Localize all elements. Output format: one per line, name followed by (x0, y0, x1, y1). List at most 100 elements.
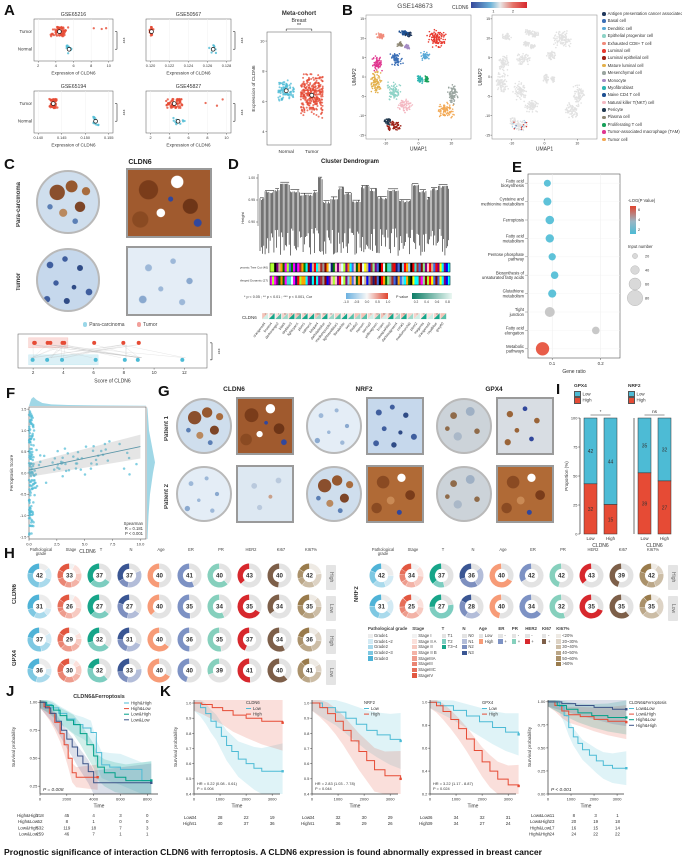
svg-text:Proportion (%): Proportion (%) (564, 461, 569, 491)
clinical-donut: 42 (297, 563, 322, 587)
svg-text:skyblue3: skyblue3 (281, 322, 293, 335)
svg-text:Meta-cohort: Meta-cohort (282, 11, 316, 17)
clinical-header: Age (499, 547, 507, 552)
cell-type-legend-item: Tumor cell (602, 136, 682, 143)
clinical-donut: 31 (369, 594, 394, 618)
svg-text:**: ** (403, 313, 406, 317)
svg-text:6: 6 (638, 208, 640, 212)
cldn6-score-plot: 2 4 6 8 10 12 Score of CLDN6 *** (10, 330, 224, 389)
ihc-tumor-overview-image (36, 248, 100, 312)
clinical-donut: 42 (369, 563, 394, 587)
svg-text:0.00: 0.00 (538, 791, 547, 796)
svg-text:Ferroptosis Score: Ferroptosis Score (9, 454, 14, 491)
clinical-header: ER (530, 547, 536, 552)
clinical-legend-Stage: Stage Stage I Stage II A Stage II Stage II B… (412, 626, 437, 678)
svg-text:GSE65216: GSE65216 (61, 12, 86, 18)
svg-text:Survival probability: Survival probability (527, 726, 533, 767)
svg-text:ns: ns (652, 410, 658, 415)
svg-text:40: 40 (276, 572, 283, 579)
svg-text:Fatty acid: Fatty acid (506, 326, 525, 331)
svg-text:High&High: High&High (529, 832, 551, 837)
scatter-svg: 0.0 2.5 5.0 7.5 10.0 1.5 1.0 0.5 0.0 -0.5 -1.0 -1.5… (9, 397, 155, 555)
cell-type-legend-item: Mesenchymal cell (602, 69, 682, 76)
clinical-header: KI67% (646, 547, 660, 552)
svg-text:0: 0 (429, 797, 432, 802)
strip-plot: GSE50567 0.120 0.122 0.124 0.126 0.128 Express… (145, 12, 243, 76)
color-bands-svg: Dynamic Tree Cut (40) Merged Dynamic (27) (238, 262, 451, 286)
svg-text:*: * (291, 313, 293, 317)
svg-text:6000: 6000 (116, 797, 126, 802)
donut-row-CLDN6-High: 42 33 37 37 40 41 40 43 40 42 High (26, 562, 336, 593)
svg-text:46: 46 (64, 832, 69, 837)
svg-text:3000: 3000 (613, 797, 623, 802)
svg-text:0: 0 (146, 819, 149, 824)
clinical-donut: 35 (639, 594, 664, 618)
cell-type-legend-item: Dendritic cell (602, 25, 682, 32)
ihc-p2-nrf2-overview-image (306, 466, 362, 522)
svg-text:salmon4: salmon4 (301, 322, 312, 335)
geo-strip-plot-gse50567: GSE50567 0.120 0.122 0.124 0.126 0.128 Express… (132, 10, 244, 81)
risk-table-svg: Low 36 34 32 31 High 39 34 27 24 (419, 815, 511, 826)
svg-text:37: 37 (126, 572, 133, 579)
cell-type-color-dot (602, 41, 606, 46)
svg-text:60: 60 (645, 283, 649, 287)
clinical-donut: 40 (207, 563, 232, 587)
svg-text:plum1: plum1 (297, 322, 306, 332)
cell-type-color-dot (602, 19, 606, 24)
svg-text:37: 37 (96, 572, 103, 579)
pathway-dot-plot: Fatty acid biosynthesis Cysteine and methio… (456, 166, 682, 389)
triangle-row-svg: CLDN6*orangered4***brown4*darkorange2**b… (242, 313, 447, 343)
svg-text:15: 15 (486, 17, 490, 21)
svg-text:27: 27 (126, 603, 133, 610)
svg-text:Low&Low: Low&Low (531, 813, 551, 818)
svg-text:0.140: 0.140 (33, 136, 43, 140)
clinical-donut: 25 (399, 594, 424, 618)
gene-row-gpx4-label: GPX4 (12, 650, 18, 667)
svg-text:-0.5: -0.5 (354, 300, 360, 304)
svg-text:*: * (265, 313, 267, 317)
svg-text:26: 26 (66, 603, 73, 610)
clinical-donut: 36 (177, 627, 202, 651)
svg-text:40: 40 (156, 667, 163, 674)
svg-text:P = 0.024: P = 0.024 (433, 786, 451, 791)
svg-text:*: * (370, 313, 372, 317)
nrf2-bar-legend: NRF2 Low High (628, 384, 646, 404)
km-svg: 1.0 0.9 0.8 0.7 0.6 0.5 0.40 1000 2000 3000 Time NR… (304, 700, 402, 810)
donut-row-CLDN6-Low: 31 26 27 27 40 35 34 35 34 35 Low (26, 593, 336, 624)
svg-text:Tumor: Tumor (305, 149, 319, 155)
svg-text:**: ** (304, 313, 307, 317)
clinical-donut: 33 (57, 563, 82, 587)
svg-text:34: 34 (454, 821, 459, 826)
svg-text:43: 43 (246, 572, 253, 579)
panel-label-b: B (342, 2, 353, 19)
svg-text:0.6: 0.6 (422, 746, 428, 751)
svg-text:**: ** (297, 23, 302, 29)
svg-text:High: High (371, 712, 380, 717)
svg-text:4: 4 (262, 129, 265, 134)
svg-text:40: 40 (498, 572, 505, 579)
risk-table-svg: Low&Low 11 8 3 1 Low&High 23 20 19 18 High&Low 17 16… (529, 813, 620, 837)
svg-text:37: 37 (36, 636, 43, 643)
km-plot-gpx4: 1.0 0.8 0.6 0.4 0.2 0 1000 2000 3000 Time GPX4 Low H… (408, 692, 520, 815)
km-plot-cldn6: 1.0 0.9 0.8 0.7 0.6 0.5 0.4 0 1000 2000 3000 Time Su… (172, 692, 284, 815)
clinical-donut: 42 (519, 563, 544, 587)
clinical-legend-PR: PR - + (511, 626, 521, 644)
svg-text:6: 6 (72, 64, 74, 68)
svg-text:35: 35 (642, 443, 648, 449)
ihc-para-carcinoma-zoom-image (126, 168, 212, 238)
svg-text:31: 31 (506, 815, 511, 820)
svg-text:0.124: 0.124 (184, 64, 194, 68)
svg-text:80: 80 (645, 297, 649, 301)
svg-text:259: 259 (36, 832, 44, 837)
svg-text:Merged Dynamic (27): Merged Dynamic (27) (240, 279, 268, 283)
svg-text:23: 23 (550, 819, 555, 824)
svg-text:0.75: 0.75 (538, 722, 547, 727)
ihc-column-gpx4: GPX4 (485, 386, 503, 393)
clinical-donut: 39 (207, 658, 232, 682)
svg-text:2: 2 (638, 228, 640, 232)
svg-text:High: High (660, 536, 670, 541)
panel-label-c: C (4, 156, 15, 173)
svg-text:3: 3 (146, 825, 149, 830)
